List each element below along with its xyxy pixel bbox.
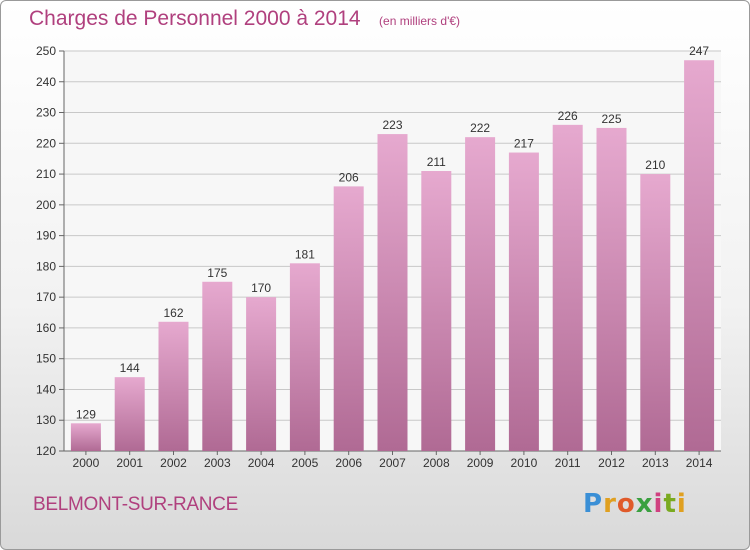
proxiti-logo: Proxiti — [583, 489, 687, 519]
y-tick-label: 190 — [36, 229, 56, 243]
data-label: 222 — [470, 121, 490, 135]
x-tick-label: 2000 — [73, 456, 100, 470]
y-tick-label: 170 — [36, 290, 56, 304]
x-tick-label: 2001 — [116, 456, 143, 470]
data-label: 211 — [427, 155, 446, 169]
data-label: 217 — [514, 137, 534, 151]
data-label: 226 — [558, 109, 578, 123]
chart-title: Charges de Personnel 2000 à 2014 — [29, 7, 361, 30]
x-tick-label: 2013 — [642, 456, 669, 470]
bar — [114, 377, 145, 451]
bar — [333, 186, 364, 451]
x-tick-label: 2014 — [686, 456, 713, 470]
data-label: 175 — [207, 266, 227, 280]
bar — [552, 124, 583, 451]
y-tick-label: 200 — [36, 198, 56, 212]
data-label: 206 — [339, 170, 359, 184]
x-tick-label: 2003 — [204, 456, 231, 470]
bar — [202, 281, 233, 451]
town-name: BELMONT-SUR-RANCE — [33, 494, 238, 515]
y-tick-label: 130 — [36, 413, 56, 427]
x-tick-label: 2012 — [598, 456, 625, 470]
bar — [246, 297, 277, 451]
bar — [158, 321, 189, 451]
data-label: 247 — [689, 44, 709, 58]
y-tick-label: 220 — [36, 136, 56, 150]
x-tick-label: 2008 — [423, 456, 450, 470]
y-tick-label: 210 — [36, 167, 56, 181]
bar — [508, 152, 539, 452]
x-tick-label: 2011 — [555, 456, 581, 470]
y-tick-label: 250 — [36, 44, 56, 58]
bar — [70, 423, 101, 451]
data-label: 225 — [601, 112, 621, 126]
y-tick-label: 240 — [36, 75, 56, 89]
data-label: 162 — [163, 306, 183, 320]
x-tick-label: 2007 — [379, 456, 406, 470]
data-label: 210 — [645, 158, 665, 172]
bar — [465, 137, 496, 451]
bar — [377, 134, 408, 452]
y-tick-label: 120 — [36, 444, 56, 458]
x-tick-label: 2010 — [511, 456, 538, 470]
x-tick-label: 2005 — [292, 456, 319, 470]
data-label: 129 — [76, 407, 96, 421]
bar — [289, 263, 320, 451]
title-block: Charges de Personnel 2000 à 2014 (en mil… — [29, 7, 460, 31]
data-label: 170 — [251, 281, 271, 295]
data-label: 223 — [382, 118, 402, 132]
y-tick-label: 140 — [36, 382, 56, 396]
chart-subtitle: (en milliers d'€) — [379, 14, 461, 28]
bar — [640, 174, 671, 452]
y-tick-label: 230 — [36, 106, 56, 120]
y-tick-label: 150 — [36, 352, 56, 366]
x-tick-label: 2006 — [335, 456, 362, 470]
bar — [596, 127, 627, 451]
y-tick-label: 180 — [36, 259, 56, 273]
bar — [421, 171, 452, 451]
x-tick-label: 2002 — [160, 456, 187, 470]
y-tick-label: 160 — [36, 321, 56, 335]
data-label: 144 — [120, 361, 140, 375]
x-tick-label: 2004 — [248, 456, 275, 470]
data-label: 181 — [295, 247, 315, 261]
bar — [684, 60, 715, 451]
x-tick-label: 2009 — [467, 456, 494, 470]
